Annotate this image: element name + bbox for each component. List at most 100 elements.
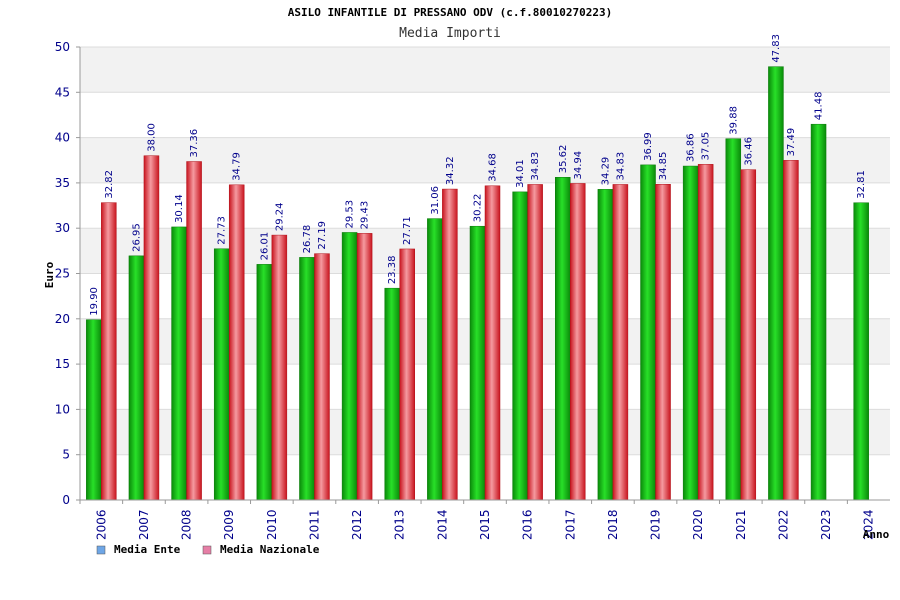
- data-label-ente-2018: 34.29: [600, 157, 611, 186]
- data-label-nazionale-2017: 34.94: [573, 151, 584, 180]
- data-label-ente-2012: 29.53: [345, 200, 356, 229]
- bar-nazionale-2007: [143, 155, 160, 501]
- legend-label-ente: Media Ente: [114, 543, 181, 556]
- data-label-nazionale-2016: 34.83: [530, 152, 541, 181]
- bar-ente-2012: [341, 232, 358, 501]
- data-label-nazionale-2007: 38.00: [146, 123, 157, 152]
- x-tick-label: 2016: [521, 509, 535, 540]
- y-tick-label: 40: [55, 131, 70, 145]
- data-label-ente-2017: 35.62: [558, 145, 569, 174]
- bar-ente-2013: [384, 287, 400, 501]
- chart-title: ASILO INFANTILE DI PRESSANO ODV (c.f.800…: [288, 6, 613, 19]
- data-label-ente-2022: 47.83: [771, 34, 782, 63]
- bar-ente-2018: [597, 189, 614, 501]
- y-tick-label: 30: [55, 221, 70, 235]
- y-tick-label: 10: [55, 402, 70, 416]
- bar-nazionale-2018: [612, 184, 629, 501]
- data-labels: 19.90 32.82 26.95 38.00 30.14 37.36 27.73 34.79…: [89, 34, 867, 316]
- x-tick-label: 2009: [222, 509, 236, 540]
- data-label-nazionale-2012: 29.43: [360, 201, 371, 230]
- chart-subtitle: Media Importi: [399, 26, 501, 41]
- data-label-ente-2011: 26.78: [302, 225, 313, 254]
- y-tick-label: 20: [55, 312, 70, 326]
- data-label-nazionale-2014: 34.32: [445, 156, 456, 185]
- x-tick-label: 2012: [350, 509, 364, 540]
- x-tick-label: 2022: [776, 509, 790, 540]
- data-label-nazionale-2006: 32.82: [104, 170, 115, 199]
- bar-ente-2011: [299, 257, 315, 501]
- bar-nazionale-2008: [186, 161, 202, 501]
- bar-nazionale-2020: [697, 164, 714, 501]
- data-label-nazionale-2020: 37.05: [701, 132, 712, 161]
- bar-ente-2009: [213, 248, 230, 501]
- y-tick-label: 0: [62, 493, 70, 507]
- axes: [79, 47, 890, 501]
- bar-nazionale-2017: [570, 183, 586, 501]
- data-label-ente-2014: 31.06: [430, 186, 441, 215]
- data-label-ente-2024: 32.81: [856, 170, 867, 199]
- x-tick-label: 2023: [819, 509, 833, 540]
- y-tick-label: 25: [55, 267, 70, 281]
- data-label-nazionale-2021: 36.46: [743, 137, 754, 166]
- y-tick-label: 35: [55, 176, 70, 190]
- data-label-nazionale-2015: 34.68: [488, 153, 499, 182]
- x-tick-label: 2021: [734, 509, 748, 540]
- bar-ente-2020: [682, 165, 699, 501]
- x-tick-label: 2006: [94, 509, 108, 540]
- data-label-nazionale-2013: 27.71: [402, 216, 413, 245]
- x-tick-label: 2014: [435, 509, 449, 540]
- data-label-nazionale-2019: 34.85: [658, 152, 669, 181]
- x-tick-label: 2008: [180, 509, 194, 540]
- x-tick-label: 2013: [393, 509, 407, 540]
- x-tick-label: 2024: [862, 509, 876, 540]
- bar-ente-2019: [640, 164, 656, 501]
- bar-ente-2007: [128, 255, 145, 501]
- y-tick-label: 15: [55, 357, 70, 371]
- bar-nazionale-2011: [314, 253, 330, 501]
- legend: Media Ente Media Nazionale: [96, 543, 320, 556]
- x-tick-label: 2020: [691, 509, 705, 540]
- bar-ente-2010: [256, 264, 273, 501]
- data-label-nazionale-2018: 34.83: [615, 152, 626, 181]
- data-label-ente-2007: 26.95: [131, 223, 142, 252]
- x-axis-ticks: 2006 2007 2008 2009 2010 2011 2012 2013 2014 2015…: [79, 500, 876, 540]
- data-label-ente-2015: 30.22: [473, 194, 484, 223]
- data-label-ente-2013: 23.38: [387, 256, 398, 285]
- plot-band: [80, 47, 890, 93]
- bar-ente-2016: [512, 191, 528, 501]
- y-tick-label: 45: [55, 85, 70, 99]
- data-label-ente-2009: 27.73: [217, 216, 228, 245]
- bar-ente-2022: [768, 66, 784, 501]
- data-label-nazionale-2008: 37.36: [189, 129, 200, 158]
- data-label-ente-2019: 36.99: [643, 132, 654, 161]
- x-tick-label: 2015: [478, 509, 492, 540]
- bar-ente-2024: [853, 202, 869, 501]
- bar-ente-2017: [555, 177, 571, 501]
- bar-nazionale-2009: [228, 184, 245, 501]
- x-tick-label: 2019: [649, 509, 663, 540]
- bar-nazionale-2019: [655, 184, 671, 501]
- data-label-ente-2008: 30.14: [174, 194, 185, 223]
- y-tick-label: 50: [55, 40, 70, 54]
- y-axis-label: Euro: [43, 261, 56, 288]
- bar-ente-2021: [725, 138, 742, 501]
- legend-swatch-nazionale: [202, 545, 212, 555]
- x-tick-label: 2011: [307, 509, 321, 540]
- bar-nazionale-2010: [271, 234, 288, 501]
- bars: [86, 66, 869, 501]
- y-tick-label: 5: [62, 448, 70, 462]
- data-label-nazionale-2010: 29.24: [274, 202, 285, 231]
- y-axis-ticks: 0 5 10 15 20 25 30 35 40 45 50: [55, 40, 70, 507]
- data-label-ente-2023: 41.48: [814, 92, 825, 121]
- data-label-nazionale-2011: 27.19: [317, 221, 328, 250]
- x-tick-label: 2017: [563, 509, 577, 540]
- legend-label-nazionale: Media Nazionale: [220, 543, 320, 556]
- bar-nazionale-2016: [527, 184, 543, 501]
- bar-ente-2015: [469, 225, 486, 501]
- legend-swatch-ente: [96, 545, 106, 555]
- x-tick-label: 2018: [606, 509, 620, 540]
- bar-ente-2008: [171, 226, 187, 501]
- bar-nazionale-2022: [783, 160, 799, 501]
- data-label-ente-2006: 19.90: [89, 287, 100, 316]
